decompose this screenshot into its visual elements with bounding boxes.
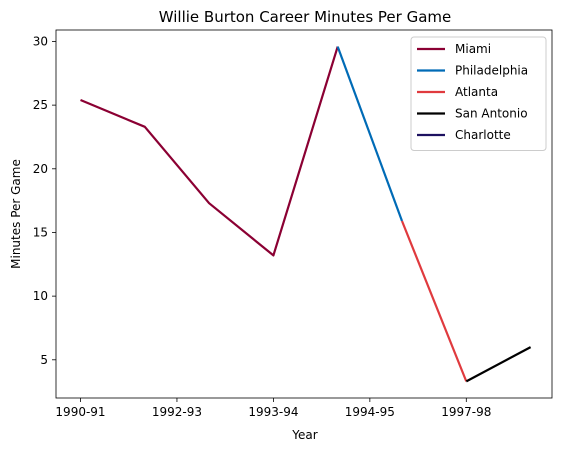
series-line-miami (80, 46, 339, 257)
legend-label: San Antonio (455, 107, 528, 121)
legend-label: Charlotte (455, 128, 511, 142)
plot-frame (55, 29, 553, 399)
series-line-philadelphia (336, 46, 404, 222)
y-tick-label: 25 (33, 98, 48, 112)
x-tick-label: 1992-93 (152, 405, 202, 419)
y-tick-label: 10 (33, 289, 48, 303)
x-axis: 1990-91 1992-93 1993-94 1994-95 1997-98 (55, 398, 491, 419)
series-line-san-antonio (465, 346, 532, 383)
series-lines (80, 46, 532, 383)
x-axis-label: Year (291, 428, 317, 442)
x-tick-label: 1993-94 (248, 405, 298, 419)
legend-box (410, 36, 547, 151)
y-tick-label: 30 (33, 34, 48, 48)
legend-label: Miami (455, 42, 491, 56)
y-axis-label: Minutes Per Game (9, 159, 23, 269)
y-tick-label: 5 (40, 353, 48, 367)
y-tick-label: 15 (33, 225, 48, 239)
x-tick-label: 1990-91 (55, 405, 105, 419)
series-line-atlanta (400, 220, 468, 382)
y-tick-label: 20 (33, 162, 48, 176)
chart-title: Willie Burton Career Minutes Per Game (159, 8, 452, 26)
y-axis: 5 10 15 20 25 30 (33, 34, 56, 367)
legend-label: Atlanta (455, 85, 498, 99)
x-tick-label: 1994-95 (345, 405, 395, 419)
x-tick-label: 1997-98 (441, 405, 491, 419)
legend-label: Philadelphia (455, 64, 528, 78)
legend: Miami Philadelphia Atlanta San Antonio Charl… (410, 36, 547, 151)
